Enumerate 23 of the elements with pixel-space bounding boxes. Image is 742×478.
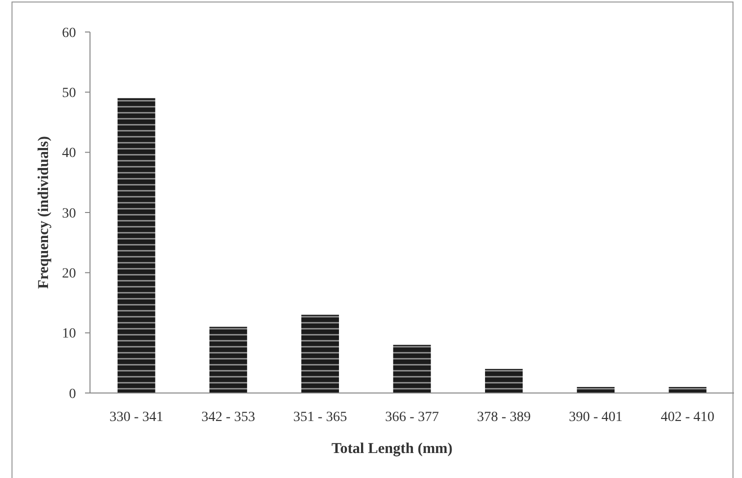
bar [668, 386, 706, 393]
bar [576, 386, 615, 393]
x-tick-label: 330 - 341 [110, 410, 164, 425]
x-tick-label: 366 - 377 [385, 410, 439, 425]
y-axis-title: Frequency (individuals) [36, 136, 52, 289]
y-tick-label: 30 [62, 206, 76, 222]
bar [301, 314, 339, 393]
y-tick-label: 10 [62, 326, 76, 342]
y-tick-label: 40 [62, 146, 76, 162]
y-tick-label: 60 [62, 26, 76, 41]
bar [393, 344, 431, 393]
x-tick-label: 402 - 410 [660, 410, 714, 425]
x-tick-label: 390 - 401 [568, 410, 623, 425]
bar [118, 98, 156, 393]
y-tick-label: 50 [62, 86, 76, 102]
bar [209, 326, 248, 393]
y-tick-label: 20 [62, 266, 76, 282]
x-axis-title: Total Length (mm) [331, 441, 453, 457]
y-tick-label: 0 [69, 386, 76, 402]
x-tick-label: 342 - 353 [201, 410, 256, 425]
x-tick-label: 378 - 389 [477, 410, 531, 425]
x-tick-label: 351 - 365 [293, 410, 347, 425]
bar [485, 368, 523, 393]
